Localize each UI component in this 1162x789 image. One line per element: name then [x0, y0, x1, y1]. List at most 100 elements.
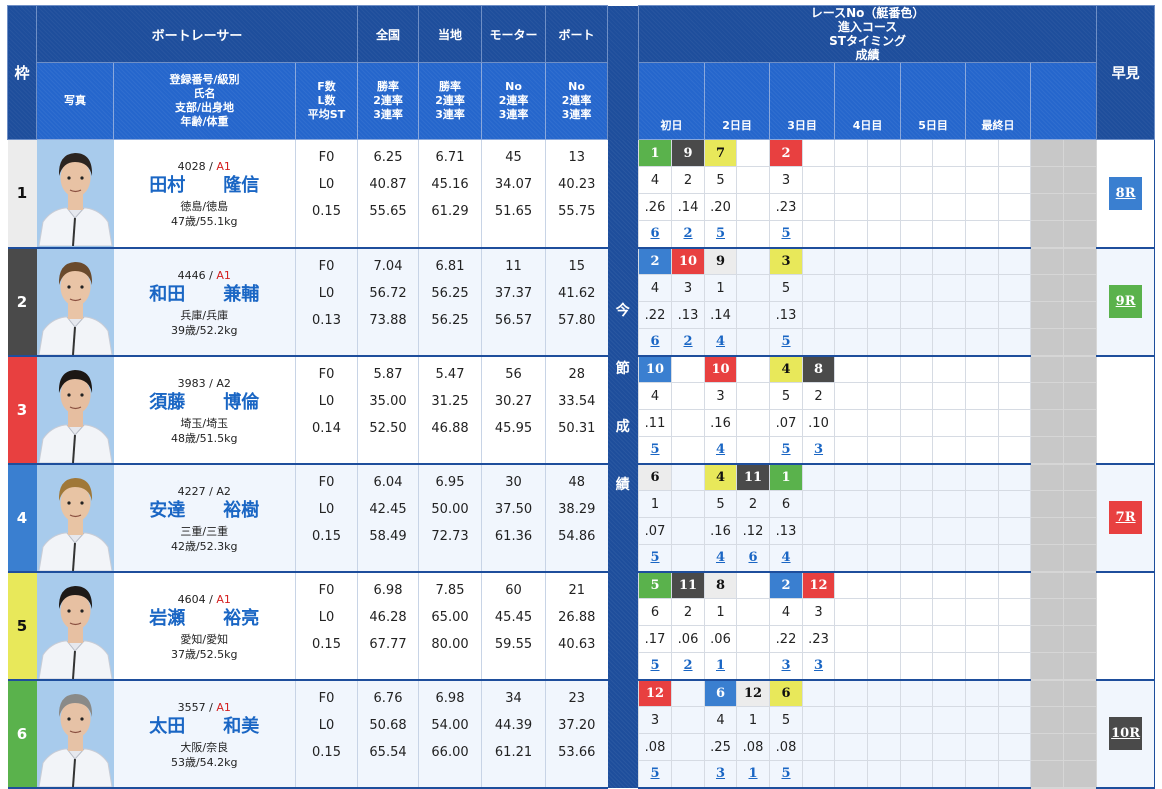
hayami-race-button[interactable]: 9R: [1109, 285, 1143, 318]
result-rank-cell[interactable]: 6: [736, 544, 771, 573]
racer-name-link[interactable]: 安達 裕樹: [149, 501, 259, 519]
result-rank-link[interactable]: 5: [715, 226, 726, 242]
result-rank-link[interactable]: 2: [683, 658, 693, 674]
racer-row-sub: 6 2 5 5: [8, 220, 1155, 249]
konsetsu-char: 績: [615, 476, 630, 493]
result-rank-link[interactable]: 2: [683, 226, 693, 242]
stat-value: 55.75: [558, 204, 596, 219]
hayami-race-button[interactable]: 10R: [1109, 717, 1143, 750]
result-rank-link[interactable]: 5: [650, 442, 660, 458]
result-rank-cell[interactable]: 5: [638, 760, 673, 789]
stat-value: F0: [318, 150, 335, 165]
result-rank-link[interactable]: 4: [715, 334, 726, 350]
empty-result-cell: [834, 679, 869, 707]
empty-result-cell: [1063, 517, 1098, 545]
racer-class: A1: [216, 268, 231, 282]
empty-result-cell: [671, 760, 706, 789]
stat-value: 31.25: [431, 393, 469, 409]
header-sub-line: 2連率: [373, 94, 403, 107]
result-rank-cell[interactable]: 6: [638, 220, 673, 249]
racer-name-link[interactable]: 田村 隆信: [149, 175, 260, 197]
empty-result-cell: [932, 760, 967, 789]
result-rank-cell[interactable]: 3: [802, 652, 836, 681]
result-rank-cell[interactable]: 5: [769, 220, 804, 249]
empty-result-cell: [1030, 544, 1065, 573]
result-rank-cell[interactable]: 2: [671, 220, 706, 249]
empty-result-cell: [1063, 679, 1098, 707]
result-rank-cell[interactable]: 5: [769, 760, 804, 789]
race-number-cell: 8: [802, 355, 836, 383]
racer-age-weight: 48歳/51.5kg: [170, 431, 238, 445]
empty-result-cell: [1063, 625, 1098, 653]
st-timing-cell: .14: [704, 301, 738, 329]
day-label: [1031, 112, 1096, 139]
result-rank-cell[interactable]: 3: [769, 652, 804, 681]
tab-day-7: [1030, 62, 1098, 140]
result-rank-link[interactable]: 6: [650, 334, 660, 350]
result-rank-cell[interactable]: 4: [769, 544, 804, 573]
result-rank-link[interactable]: 4: [715, 550, 726, 566]
result-rank-link[interactable]: 5: [781, 226, 791, 242]
header-fl-line: 平均ST: [307, 108, 346, 121]
stats-zenkoku: 6.98 46.28 67.77: [357, 571, 419, 681]
hayami-race-button[interactable]: 8R: [1109, 176, 1143, 210]
result-rank-link[interactable]: 1: [748, 766, 758, 782]
result-rank-cell[interactable]: 2: [671, 328, 706, 357]
racer-name-link[interactable]: 岩瀬 裕亮: [149, 609, 259, 627]
st-timing-cell: .08: [638, 733, 673, 761]
result-rank-link[interactable]: 6: [748, 550, 758, 566]
racer-name-link[interactable]: 太田 和美: [149, 717, 259, 735]
stat-value: 41.62: [558, 285, 596, 301]
racer-name-link[interactable]: 須藤 博倫: [149, 393, 259, 411]
separator: /: [205, 700, 217, 714]
result-rank-cell[interactable]: 5: [638, 652, 673, 681]
racer-name-link[interactable]: 和田 兼輔: [149, 285, 259, 303]
result-rank-cell[interactable]: 1: [704, 652, 738, 681]
result-rank-link[interactable]: 3: [781, 658, 791, 674]
result-rank-link[interactable]: 3: [715, 766, 726, 782]
stat-value: 6.98: [435, 690, 465, 706]
result-rank-link[interactable]: 4: [781, 550, 791, 566]
result-rank-link[interactable]: 5: [781, 442, 791, 458]
result-rank-link[interactable]: 1: [715, 658, 726, 674]
result-rank-cell[interactable]: 5: [769, 328, 804, 357]
result-rank-cell[interactable]: 3: [704, 760, 738, 789]
result-rank-cell[interactable]: 6: [638, 328, 673, 357]
result-rank-cell[interactable]: 3: [802, 436, 836, 465]
result-rank-link[interactable]: 5: [781, 334, 791, 350]
result-rank-link[interactable]: 2: [683, 334, 693, 350]
result-rank-cell[interactable]: 4: [704, 544, 738, 573]
result-rank-link[interactable]: 5: [650, 658, 660, 674]
result-rank-cell[interactable]: 2: [671, 652, 706, 681]
result-rank-cell[interactable]: 5: [638, 544, 673, 573]
st-timing-cell: .17: [638, 625, 673, 653]
result-rank-cell[interactable]: 5: [704, 220, 738, 249]
result-rank-cell[interactable]: 4: [704, 328, 738, 357]
empty-result-cell: [998, 301, 1032, 329]
result-rank-link[interactable]: 3: [813, 442, 824, 458]
racer-class: A2: [216, 484, 231, 498]
result-rank-cell[interactable]: 5: [638, 436, 673, 465]
empty-result-cell: [1030, 517, 1065, 545]
hayami-race-button[interactable]: 7R: [1109, 501, 1143, 534]
empty-result-cell: [965, 436, 1000, 465]
entry-course-cell: 4: [704, 706, 738, 734]
stats-boat: 48 38.29 54.86: [545, 463, 608, 573]
result-rank-link[interactable]: 4: [715, 442, 726, 458]
result-rank-link[interactable]: 5: [650, 550, 660, 566]
empty-result-cell: [867, 598, 902, 626]
empty-result-cell: [965, 517, 1000, 545]
stat-value: 33.54: [558, 393, 596, 409]
result-rank-cell[interactable]: 5: [769, 436, 804, 465]
result-rank-link[interactable]: 5: [650, 766, 660, 782]
result-rank-link[interactable]: 6: [650, 226, 660, 242]
result-rank-cell[interactable]: 4: [704, 436, 738, 465]
empty-result-cell: [965, 544, 1000, 573]
result-rank-cell[interactable]: 1: [736, 760, 771, 789]
result-rank-link[interactable]: 3: [813, 658, 824, 674]
empty-result-cell: [900, 355, 934, 383]
result-rank-link[interactable]: 5: [781, 766, 791, 782]
racer-first-name: 隆信: [223, 175, 260, 197]
empty-result-cell: [834, 166, 869, 194]
